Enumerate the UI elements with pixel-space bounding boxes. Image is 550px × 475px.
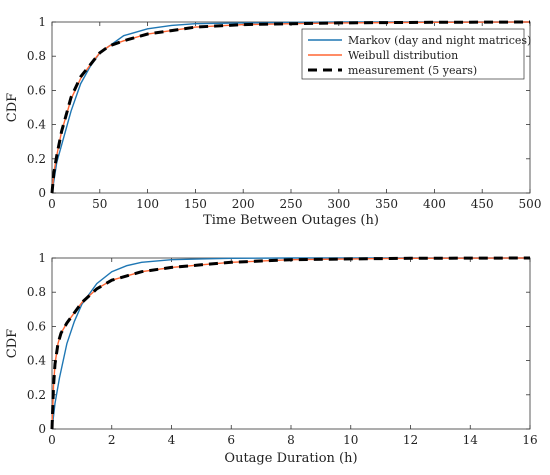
x-tick-label: 450 <box>471 197 494 211</box>
y-tick-label: 0.6 <box>27 319 46 333</box>
y-tick-label: 1 <box>38 15 46 29</box>
x-tick-label: 8 <box>287 433 295 447</box>
x-tick-label: 300 <box>327 197 350 211</box>
y-tick-label: 1 <box>38 251 46 265</box>
series-line-1 <box>51 257 530 430</box>
x-tick-label: 4 <box>168 433 176 447</box>
x-tick-label: 50 <box>92 197 107 211</box>
series-line-3 <box>50 256 531 430</box>
legend-label-1: Markov (day and night matrices) <box>348 34 531 47</box>
x-tick-label: 0 <box>48 197 56 211</box>
y-tick-label: 0 <box>38 186 46 200</box>
x-tick-label: 0 <box>48 433 56 447</box>
series-line-2 <box>51 257 531 430</box>
x-tick-label: 400 <box>423 197 446 211</box>
y-axis-label: CDF <box>5 329 20 358</box>
y-tick-label: 0 <box>38 422 46 436</box>
x-tick-label: 16 <box>522 433 537 447</box>
y-axis-label: CDF <box>5 93 20 122</box>
plot-frame <box>51 257 531 430</box>
x-axis-label: Time Between Outages (h) <box>203 213 379 228</box>
x-tick-label: 350 <box>375 197 398 211</box>
y-tick-label: 0.2 <box>27 152 46 166</box>
y-tick-label: 0.2 <box>27 388 46 402</box>
series-line-3 <box>50 20 531 194</box>
x-tick-label: 150 <box>184 197 207 211</box>
y-tick-label: 0.8 <box>27 49 46 63</box>
x-axis-label: Outage Duration (h) <box>224 451 357 466</box>
x-tick-label: 200 <box>232 197 255 211</box>
x-tick-label: 6 <box>227 433 235 447</box>
chart-1: 0 50 100 150 200 250 300 350 400 450 500 0 0.2 0.4 0.6… <box>5 15 541 228</box>
y-tick-label: 0.6 <box>27 83 46 97</box>
y-tick-label: 0.8 <box>27 285 46 299</box>
x-tick-label: 100 <box>136 197 159 211</box>
y-tick-label: 0.4 <box>27 118 46 132</box>
x-tick-label: 14 <box>463 433 479 447</box>
x-tick-label: 10 <box>343 433 358 447</box>
legend: Markov (day and night matrices) Weibull d… <box>301 28 531 80</box>
x-tick-label: 500 <box>519 197 542 211</box>
legend-label-3: measurement (5 years) <box>348 64 477 77</box>
x-tick-label: 250 <box>280 197 303 211</box>
x-tick-label: 12 <box>403 433 418 447</box>
legend-label-2: Weibull distribution <box>348 49 458 62</box>
x-tick-label: 2 <box>108 433 116 447</box>
chart-2: 0 2 4 6 8 10 12 14 16 0 0.2 0.4 0.6 0.8 1 Outage Durati… <box>5 251 538 466</box>
y-tick-label: 0.4 <box>27 354 46 368</box>
